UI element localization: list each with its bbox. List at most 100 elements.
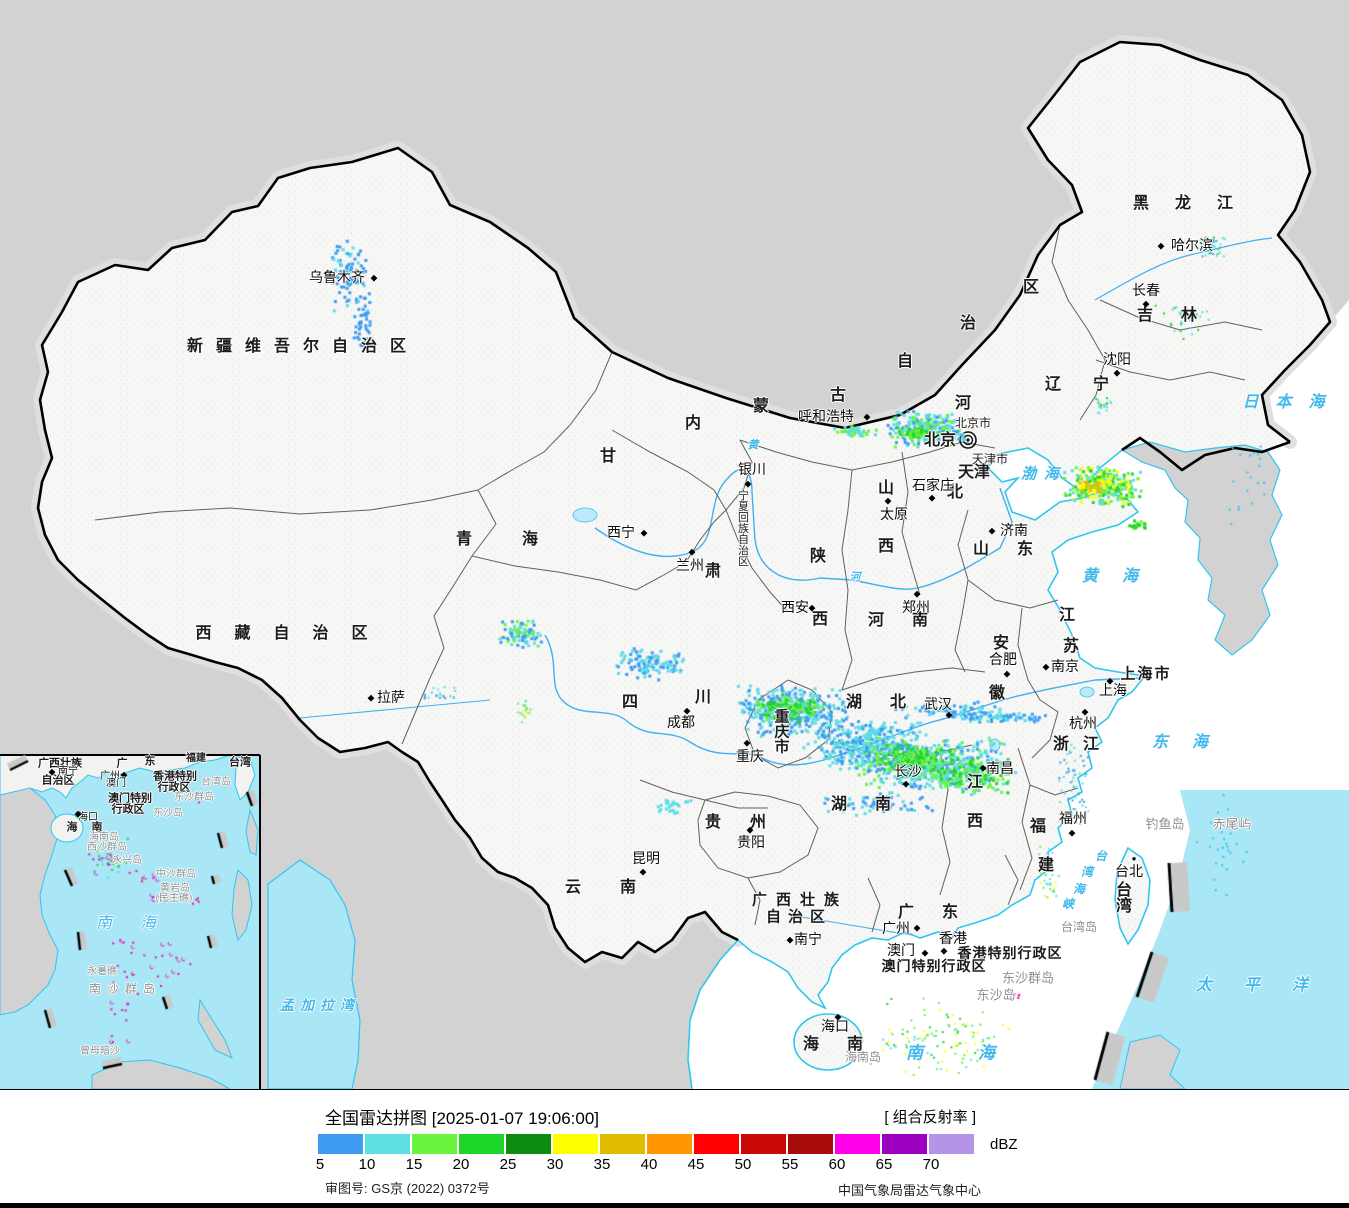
city-label: 贵阳 [737,834,765,850]
city-marker-icon: ◆ [1106,675,1114,686]
colorbar-segment [553,1134,598,1154]
city-marker-icon: ◆ [863,411,871,422]
colorbar-segment [788,1134,833,1154]
city-label: 西宁 [607,524,635,540]
city-label: 拉萨 [377,689,405,705]
city-label: 石家庄 [912,477,954,493]
city-marker-icon: ◆ [743,737,751,748]
province-label: 北京市 [954,416,992,430]
province-label: 上海市 [1120,665,1172,683]
city-label: 南昌 [986,760,1014,776]
city-label: 杭州 [1069,715,1097,731]
sea-label: 湾 [1080,865,1094,879]
inset-label: 东沙群岛 [174,792,214,803]
inset-label: 东 [144,755,156,768]
province-label: 新疆维吾尔自治区 [186,338,420,355]
province-label: 西 [877,538,895,555]
sea-label: 黄海 [1081,568,1163,585]
colorbar-tick: 50 [734,1156,752,1173]
province-label: 澳门特别行政区 [881,958,987,974]
city-marker-icon: ◆ [639,866,647,877]
radar-echo-layer [0,0,1349,1089]
city-label: 南宁 [794,931,822,947]
inset-label: 广 [116,757,128,770]
city-label: 广州 [882,920,910,936]
province-label: 自治区 [765,908,833,926]
city-marker-icon: ◆ [746,824,754,835]
province-label: 河南 [867,612,957,629]
inset-label: 广州 [100,771,120,782]
province-label: 广西壮族 [751,891,849,909]
map-labels-layer: 新疆维吾尔自治区 西藏自治区 青海甘肃内蒙古自治区宁夏回族自治区陕西山西河北山东 河南… [38,196,1342,1064]
colorbar-segment [365,1134,410,1154]
inset-label: 海 [66,821,78,834]
inset-label: 海口 [78,812,98,823]
city-marker-icon: ◆ [1157,240,1165,251]
credit-text: 中国气象局雷达气象中心 [838,1183,982,1198]
unit-label: dBZ [990,1136,1018,1153]
city-label: 福州 [1059,810,1087,826]
colorbar-segment [882,1134,927,1154]
city-marker-icon: ◆ [640,527,648,538]
island-label: 钓鱼岛 [1145,816,1185,832]
city-marker-icon: ● [1131,854,1137,863]
province-label: 天津 [957,464,991,481]
colorbar-segment [412,1134,457,1154]
colorbar-segment [929,1134,974,1154]
province-label: 宁夏回族自治区 [736,489,749,567]
province-label: 徽 [988,685,1006,702]
product-label: [ 组合反射率 ] [884,1109,976,1126]
province-label: 北京 [923,432,957,449]
province-label: 山东 [972,541,1062,558]
sea-label: 南海 [906,1043,1050,1063]
china-radar-map: 新疆维吾尔自治区 西藏自治区 青海甘肃内蒙古自治区宁夏回族自治区陕西山西河北山东 河南… [0,0,1349,1089]
colorbar-segment [459,1134,504,1154]
bottom-border [0,1203,1349,1208]
province-label: 海南 [802,1036,892,1053]
province-label: 天津市 [971,452,1009,466]
province-label: 湖北 [845,694,935,711]
province-label: 肃 [704,563,722,580]
city-marker-icon: ◆ [834,1011,842,1022]
sea-label: 黄 [747,439,759,452]
province-label: 四 [621,694,639,711]
province-label: 湖南 [830,796,920,813]
inset-label: 自治区 [41,774,75,787]
city-marker-icon: ◆ [928,492,936,503]
city-marker-icon: ◆ [808,602,816,613]
inset-label: 台湾 [229,756,251,769]
colorbar-tick: 55 [781,1156,799,1173]
sea-label: 台 [1094,849,1108,863]
city-marker-icon: ◆ [921,947,929,958]
city-marker-icon: ◆ [688,546,696,557]
city-label: 澳门 [887,942,915,958]
city-label: 济南 [1000,522,1028,538]
colorbar-tick: 5 [315,1156,325,1173]
city-label: 西安 [781,599,809,615]
province-label: 甘 [599,448,617,465]
province-label: 福 [1029,818,1047,835]
map-title: 全国雷达拼图 [2025-01-07 19:06:00] [325,1109,600,1128]
colorbar-segment [694,1134,739,1154]
inset-label: 澳门特别 [108,792,152,805]
city-marker-icon: ◆ [1068,827,1076,838]
city-marker-icon: ◆ [367,692,375,703]
city-label: 郑州 [902,599,930,615]
colorbar-tick: 20 [452,1156,470,1173]
island-label: 赤尾屿 [1212,816,1252,832]
city-label: 乌鲁木齐 [309,269,365,285]
inset-label: 广西壮族 [38,757,82,770]
island-label: 台湾岛 [1060,920,1098,934]
sea-label: 海 [1072,882,1086,896]
city-label: 沈阳 [1103,351,1131,367]
city-label: 武汉 [924,696,952,712]
inset-label: 中沙群岛 [156,869,196,880]
colorbar-tick: 65 [875,1156,893,1173]
inset-label: 澳门 [106,778,126,789]
province-label: 陕 [809,548,827,565]
sea-label: 日本海 [1242,394,1342,411]
province-label: 重庆市 [772,708,790,754]
inset-label: 永暑礁 [87,966,117,977]
province-label: 广东 [897,904,987,921]
province-label: 贵州 [704,814,796,831]
